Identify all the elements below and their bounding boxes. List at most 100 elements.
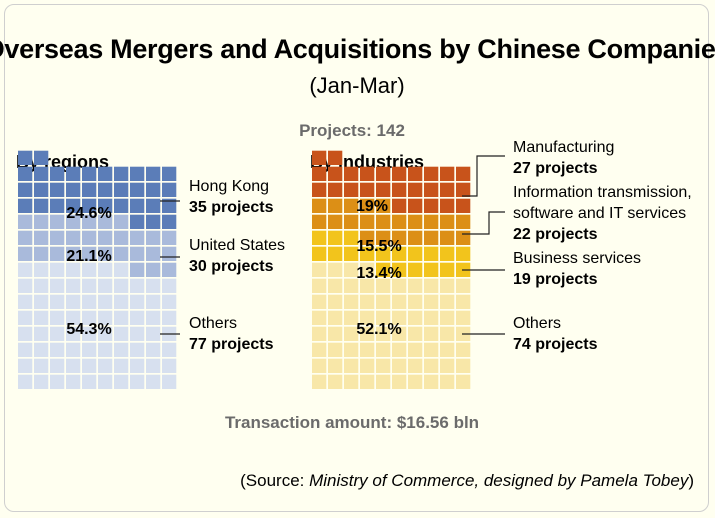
regions-cell-series-2 — [98, 294, 113, 309]
regions-cell-series-1 — [114, 230, 129, 245]
legend-industries-others-name: Others — [513, 315, 561, 332]
industries-cell-series-3 — [424, 358, 439, 373]
regions-cell-series-2 — [34, 358, 49, 373]
regions-cell-series-2 — [34, 326, 49, 341]
industries-cell-series-0 — [440, 198, 455, 213]
regions-cell-series-2 — [34, 278, 49, 293]
regions-cell-series-1 — [146, 246, 161, 261]
industries-cell-series-0 — [424, 166, 439, 181]
regions-cell-series-2 — [18, 374, 33, 389]
legend-it-services-name-line1: Information transmission, — [513, 184, 692, 201]
regions-cell-series-2 — [66, 278, 81, 293]
industries-cell-series-0 — [376, 166, 391, 181]
regions-cell-series-2 — [130, 294, 145, 309]
regions-cell-series-2 — [50, 310, 65, 325]
regions-cell-series-2 — [34, 374, 49, 389]
legend-hong-kong-count: 35 projects — [189, 199, 274, 216]
industries-cell-series-3 — [360, 374, 375, 389]
regions-cell-series-1 — [34, 214, 49, 229]
industries-cell-series-1 — [440, 214, 455, 229]
industries-cell-series-3 — [344, 374, 359, 389]
industries-cell-series-3 — [360, 294, 375, 309]
pct-label-regions-others: 54.3% — [66, 321, 111, 338]
regions-cell-series-0 — [18, 150, 33, 165]
regions-cell-series-2 — [130, 326, 145, 341]
industries-cell-series-3 — [424, 310, 439, 325]
regions-cell-series-2 — [66, 294, 81, 309]
regions-cell-series-2 — [34, 310, 49, 325]
industries-cell-series-3 — [408, 358, 423, 373]
regions-cell-series-2 — [66, 262, 81, 277]
industries-cell-series-2 — [424, 262, 439, 277]
industries-cell-series-0 — [424, 198, 439, 213]
legend-business-services-count: 19 projects — [513, 271, 598, 288]
source-italic: Ministry of Commerce, designed by Pamela… — [309, 471, 690, 490]
industries-cell-series-3 — [392, 326, 407, 341]
industries-cell-series-3 — [408, 278, 423, 293]
industries-cell-series-3 — [376, 294, 391, 309]
regions-cell-series-0 — [82, 198, 97, 213]
industries-cell-series-3 — [456, 310, 471, 325]
industries-cell-series-3 — [312, 294, 327, 309]
industries-cell-series-1 — [456, 214, 471, 229]
industries-cell-series-0 — [424, 182, 439, 197]
industries-cell-series-3 — [312, 374, 327, 389]
projects-total: Projects: 142 — [299, 121, 405, 140]
regions-cell-series-1 — [18, 214, 33, 229]
regions-cell-series-1 — [162, 230, 177, 245]
regions-cell-series-1 — [162, 262, 177, 277]
industries-cell-series-1 — [344, 198, 359, 213]
industries-cell-series-3 — [424, 278, 439, 293]
regions-cell-series-2 — [50, 342, 65, 357]
industries-cell-series-3 — [424, 326, 439, 341]
regions-cell-series-1 — [146, 230, 161, 245]
industries-cell-series-3 — [360, 326, 375, 341]
regions-cell-series-2 — [82, 374, 97, 389]
pct-label-manufacturing: 19% — [356, 198, 388, 215]
regions-cell-series-2 — [114, 326, 129, 341]
industries-cell-series-1 — [392, 214, 407, 229]
industries-cell-series-3 — [408, 310, 423, 325]
regions-cell-series-1 — [50, 230, 65, 245]
regions-cell-series-2 — [146, 374, 161, 389]
industries-cell-series-3 — [440, 358, 455, 373]
regions-cell-series-0 — [130, 182, 145, 197]
industries-cell-series-3 — [440, 342, 455, 357]
regions-cell-series-1 — [82, 214, 97, 229]
regions-cell-series-2 — [130, 278, 145, 293]
industries-cell-series-3 — [440, 278, 455, 293]
industries-cell-series-3 — [392, 342, 407, 357]
regions-cell-series-1 — [146, 262, 161, 277]
industries-cell-series-3 — [328, 374, 343, 389]
industries-cell-series-3 — [312, 326, 327, 341]
pct-label-united-states: 21.1% — [66, 248, 111, 265]
industries-cell-series-3 — [408, 294, 423, 309]
regions-cell-series-1 — [98, 214, 113, 229]
industries-cell-series-1 — [344, 214, 359, 229]
regions-cell-series-2 — [66, 374, 81, 389]
industries-cell-series-3 — [344, 294, 359, 309]
regions-cell-series-2 — [50, 326, 65, 341]
legend-manufacturing-name: Manufacturing — [513, 139, 614, 156]
chart-title: Overseas Mergers and Acquisitions by Chi… — [0, 34, 715, 64]
regions-cell-series-1 — [66, 230, 81, 245]
industries-cell-series-3 — [440, 326, 455, 341]
regions-cell-series-0 — [146, 214, 161, 229]
regions-cell-series-2 — [98, 310, 113, 325]
regions-cell-series-0 — [18, 182, 33, 197]
legend-business-services-name: Business services — [513, 250, 641, 267]
industries-cell-series-3 — [408, 326, 423, 341]
industries-cell-series-3 — [344, 262, 359, 277]
regions-cell-series-2 — [82, 326, 97, 341]
industries-cell-series-0 — [344, 182, 359, 197]
regions-cell-series-2 — [50, 278, 65, 293]
industries-cell-series-2 — [440, 262, 455, 277]
source-prefix: (Source: — [240, 471, 309, 490]
transaction-amount: Transaction amount: $16.56 bln — [225, 413, 479, 432]
industries-cell-series-3 — [392, 358, 407, 373]
regions-cell-series-2 — [18, 294, 33, 309]
regions-cell-series-1 — [34, 230, 49, 245]
regions-cell-series-0 — [114, 198, 129, 213]
regions-cell-series-1 — [18, 246, 33, 261]
industries-cell-series-3 — [328, 278, 343, 293]
